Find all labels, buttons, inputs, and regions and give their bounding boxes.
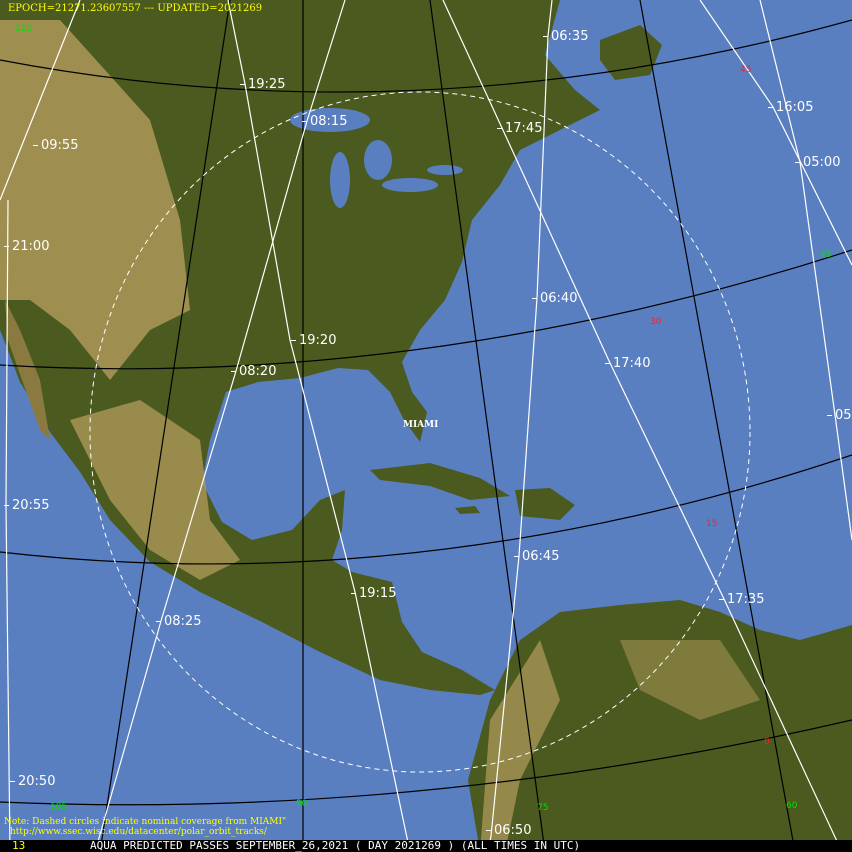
pass-time-label: 19:25 — [240, 78, 285, 91]
latitude-label: 15 — [706, 519, 718, 529]
longitude-label: 75 — [537, 803, 549, 813]
pass-time-label: 19:15 — [351, 587, 396, 600]
latitude-label: 30 — [650, 317, 662, 327]
longitude-label: 60 — [786, 801, 798, 811]
station-label: MIAMI — [403, 420, 439, 430]
pass-time-label: 20:55 — [4, 499, 49, 512]
pass-time-label: 17:40 — [605, 357, 650, 370]
footer-title: AQUA PREDICTED PASSES SEPTEMBER_26,2021 … — [90, 839, 581, 852]
longitude-label: 90 — [296, 799, 308, 809]
pass-time-label: 05:00 — [795, 156, 840, 169]
coverage-note: Note: Dashed circles indicate nominal co… — [4, 817, 286, 837]
longitude-label: 105 — [50, 802, 68, 812]
pass-time-label: 05 — [827, 409, 852, 422]
footer-bar: 13 AQUA PREDICTED PASSES SEPTEMBER_26,20… — [0, 840, 852, 852]
latitude-label: 0 — [764, 737, 770, 747]
pass-time-label: 16:05 — [768, 101, 813, 114]
note-url: http://www.ssec.wisc.edu/datacenter/pola… — [10, 827, 267, 837]
coverage-circle — [89, 91, 751, 773]
pass-time-label: 19:20 — [291, 334, 336, 347]
pass-time-label: 08:20 — [231, 365, 276, 378]
venezuela-highlands — [620, 640, 760, 720]
south-america-land — [468, 600, 852, 852]
pass-time-label: 08:25 — [156, 615, 201, 628]
pass-time-label: 06:35 — [543, 30, 588, 43]
pass-time-label: 20:50 — [10, 775, 55, 788]
desert-west — [0, 20, 190, 380]
andes — [480, 640, 560, 852]
frame-number: 13 — [12, 839, 26, 852]
note-text: Note: Dashed circles indicate nominal co… — [4, 817, 287, 827]
cuba — [370, 463, 510, 500]
longitude-label: 120 — [15, 24, 33, 34]
hispaniola — [515, 488, 575, 520]
jamaica — [455, 506, 480, 514]
pass-time-label: 21:00 — [4, 240, 49, 253]
pass-time-label: 06:45 — [514, 550, 559, 563]
longitude-label: 45 — [820, 250, 832, 260]
baja-peninsula — [5, 300, 50, 440]
epoch-header: EPOCH=21271.23607557 --- UPDATED=2021269 — [8, 3, 263, 14]
pass-time-label: 08:15 — [302, 115, 347, 128]
pass-time-label: 17:45 — [497, 122, 542, 135]
pass-time-label: 06:50 — [486, 824, 531, 837]
pass-time-label: 17:35 — [719, 593, 764, 606]
pass-time-label: 09:55 — [33, 139, 78, 152]
pass-time-label: 06:40 — [532, 292, 577, 305]
latitude-label: 45 — [740, 65, 752, 75]
